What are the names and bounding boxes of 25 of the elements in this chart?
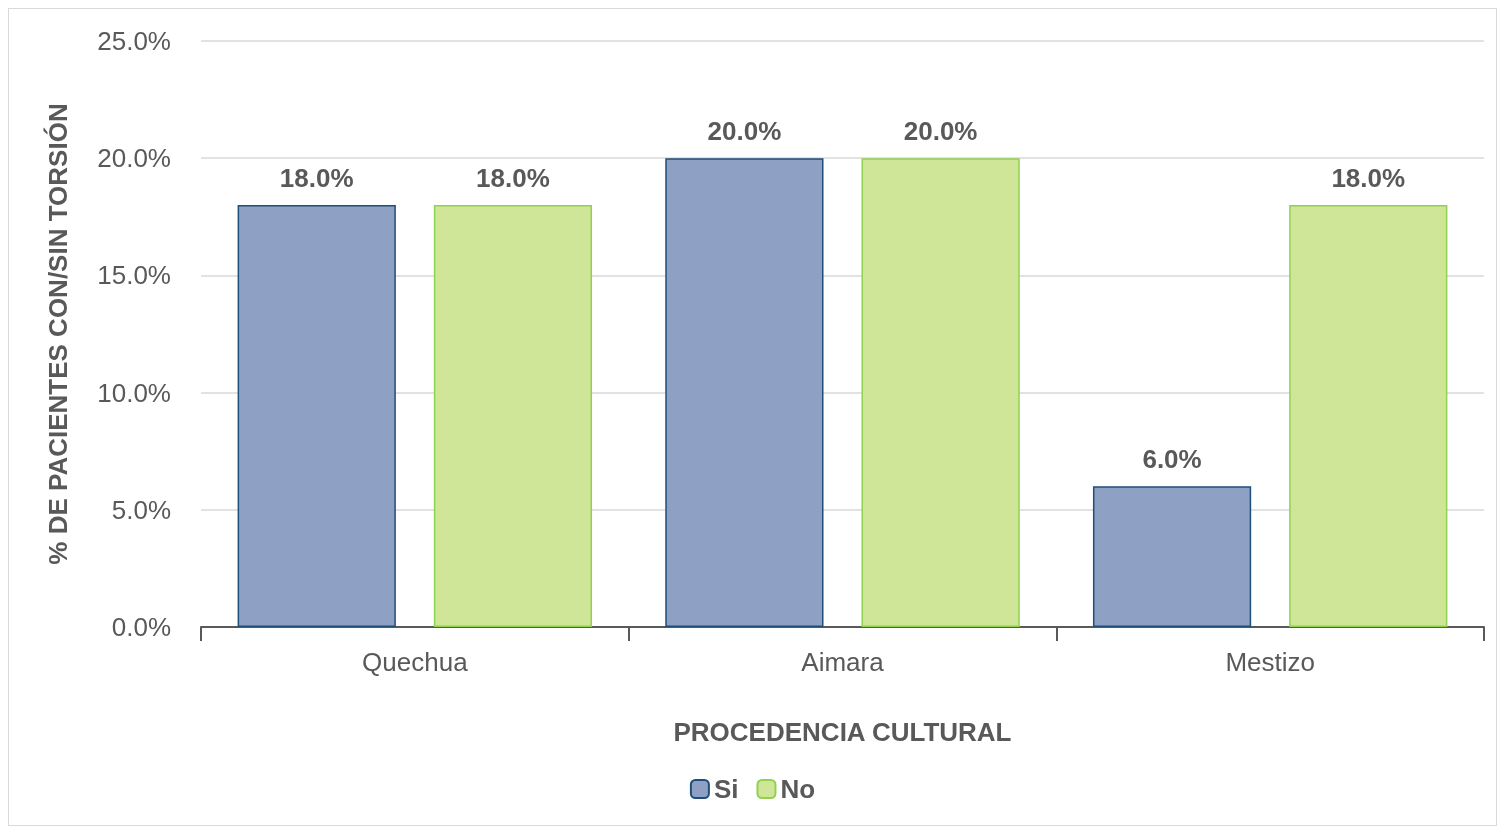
x-tick-label: Aimara [801, 647, 885, 677]
y-tick-label: 5.0% [111, 494, 171, 525]
data-label: 18.0% [279, 163, 354, 194]
x-axis-title: PROCEDENCIA CULTURAL [673, 717, 1012, 747]
legend-label: No [780, 774, 816, 804]
x-tick-label: Quechua [362, 647, 469, 677]
bar [237, 205, 396, 627]
x-tick-label: Mestizo [1225, 647, 1315, 677]
bar [1289, 205, 1448, 627]
bar [433, 205, 593, 627]
bar [1092, 486, 1252, 627]
y-tick-label: 10.0% [97, 377, 171, 408]
data-label: 20.0% [707, 116, 782, 147]
bar [665, 158, 824, 627]
y-tick-label: 15.0% [97, 260, 171, 291]
data-label: 6.0% [1142, 444, 1202, 475]
y-tick-label: 25.0% [97, 26, 171, 56]
data-label: 20.0% [903, 116, 978, 147]
bar [861, 158, 1020, 627]
y-tick-label: 20.0% [97, 143, 171, 174]
data-label: 18.0% [476, 163, 550, 194]
y-axis-title: % DE PACIENTES CON/SIN TORSIÓN [43, 103, 73, 565]
y-tick-label: 0.0% [111, 612, 171, 642]
data-label: 18.0% [1331, 163, 1406, 194]
legend-label: Si [713, 774, 739, 804]
